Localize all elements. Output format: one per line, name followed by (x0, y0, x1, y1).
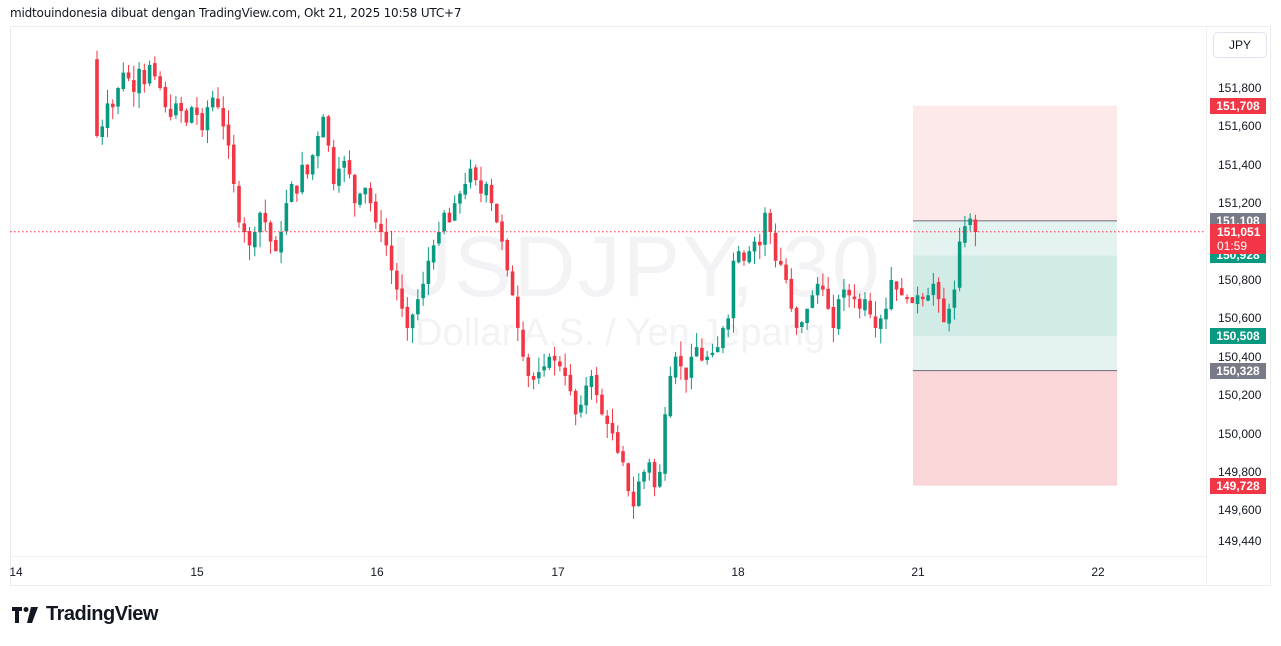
time-tick: 15 (190, 565, 204, 579)
price-tick: 151,200 (1218, 196, 1262, 211)
time-tick: 16 (370, 565, 384, 579)
price-tick: 150,200 (1218, 388, 1262, 403)
chart-frame (10, 26, 1271, 586)
profit-zone-2[interactable] (913, 255, 1117, 336)
time-axis[interactable] (10, 556, 1206, 587)
symbol-watermark: USDJPY, 30 (390, 219, 882, 315)
time-tick: 18 (731, 565, 745, 579)
tradingview-logo[interactable]: TradingView (12, 603, 158, 626)
price-label: 149,728 (1210, 477, 1266, 494)
description-watermark: Dollar A.S. / Yen Jepang (415, 312, 825, 354)
price-tick: 150,600 (1218, 311, 1262, 326)
time-tick: 14 (9, 565, 23, 579)
time-tick: 21 (911, 565, 925, 579)
tradingview-logo-text: TradingView (46, 603, 158, 625)
price-tick: 149,600 (1218, 503, 1262, 518)
price-tick: 150,000 (1218, 426, 1262, 441)
stop-zone-lower[interactable] (913, 370, 1117, 486)
stop-zone-upper[interactable] (913, 105, 1117, 221)
tradingview-logo-icon (12, 606, 38, 623)
time-tick: 22 (1091, 565, 1105, 579)
candlestick-chart (10, 50, 1206, 519)
price-axis[interactable] (1206, 26, 1272, 586)
price-label: 150,508 (1210, 327, 1266, 344)
price-tick: 149,440 (1218, 534, 1262, 548)
time-tick: 17 (551, 565, 565, 579)
profit-zone-3[interactable] (913, 335, 1117, 371)
currency-button[interactable]: JPY (1213, 32, 1267, 58)
price-tick: 151,600 (1218, 119, 1262, 134)
price-tick: 150,800 (1218, 272, 1262, 287)
price-tick: 150,400 (1218, 349, 1262, 364)
current-price-label: 151,051 01:59 (1210, 223, 1266, 254)
price-label: 150,328 (1210, 362, 1266, 379)
profit-zone-1[interactable] (913, 220, 1117, 256)
chart-attribution: midtouindonesia dibuat dengan TradingVie… (10, 6, 462, 20)
price-tick: 151,400 (1218, 157, 1262, 172)
price-label: 151,708 (1210, 97, 1266, 114)
chart-plot-area[interactable]: USDJPY, 30 Dollar A.S. / Yen Jepang (10, 26, 1206, 556)
price-tick: 149,800 (1218, 464, 1262, 479)
price-tick: 151,800 (1218, 81, 1262, 95)
